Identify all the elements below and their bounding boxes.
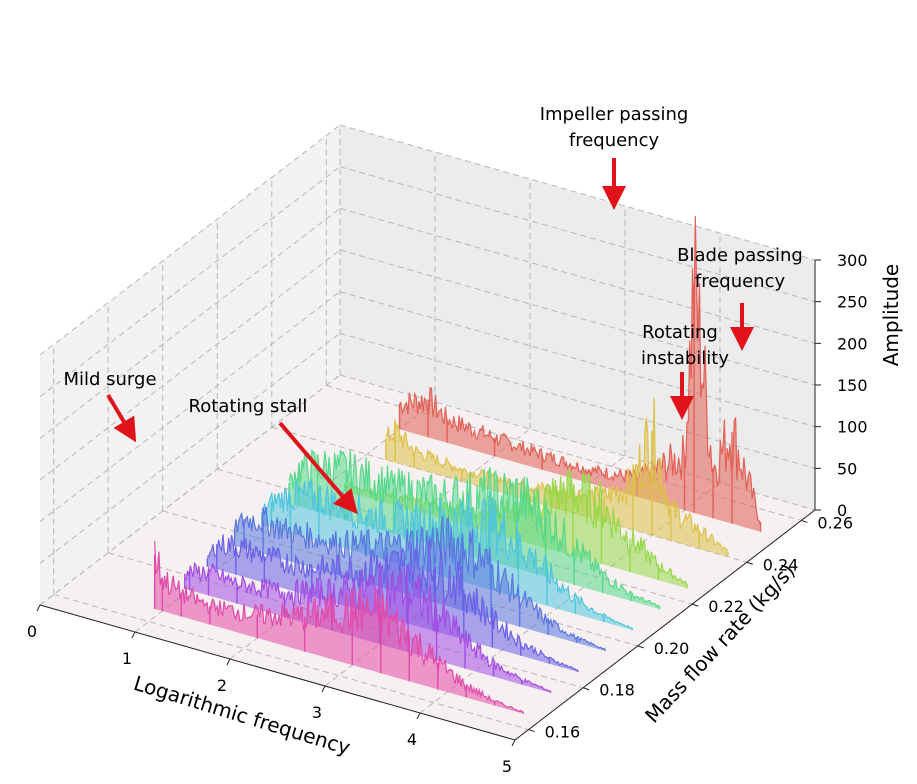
- x-tick-mark: [321, 685, 326, 693]
- z-tick-label: 100: [837, 418, 868, 437]
- grid-line-z: [39, 374, 341, 606]
- x-tick-label: 2: [217, 676, 227, 695]
- annotation-impeller-line2: frequency: [569, 130, 660, 151]
- z-tick-label: 150: [837, 376, 868, 395]
- arrow-rotating-stall: [278, 421, 358, 515]
- annotation-impeller-line1: Impeller passing: [540, 104, 689, 125]
- series-line-7: [385, 397, 729, 552]
- series-line-1: [184, 561, 551, 692]
- grid-line-z: [39, 249, 341, 481]
- x-axis-line: [39, 604, 516, 741]
- series-line-5: [288, 449, 661, 608]
- arrow-mild-surge: [106, 393, 137, 443]
- grid-line-z: [339, 249, 816, 386]
- grid-line-z: [39, 332, 341, 564]
- grid-line-z: [339, 124, 816, 261]
- grid-line-z: [39, 207, 341, 439]
- y-tick-mark: [583, 687, 590, 691]
- grid-line-z: [39, 124, 341, 356]
- x-tick-label: 4: [407, 730, 417, 749]
- x-tick-label: 0: [27, 622, 37, 641]
- grid-line-z: [339, 166, 816, 303]
- left-pane: [40, 125, 340, 605]
- y-tick-label: 0.16: [545, 723, 581, 742]
- annotation-mild-surge: Mild surge: [63, 369, 156, 390]
- annotation-rotating-instability-line2: instability: [641, 348, 729, 369]
- z-tick-label: 300: [837, 251, 868, 270]
- grid-line-y: [53, 594, 529, 731]
- x-tick-mark: [416, 712, 421, 720]
- series-fill-7: [385, 398, 728, 557]
- x-tick-label: 5: [502, 757, 512, 776]
- tick-labels: 0123450.160.180.200.220.240.260501001502…: [27, 251, 868, 776]
- y-tick-mark: [692, 603, 699, 607]
- y-tick-label: 0.18: [599, 681, 635, 700]
- x-tick-mark: [36, 604, 41, 612]
- z-tick-label: 0: [837, 501, 847, 520]
- annotation-blade-passing-line1: Blade passing: [677, 245, 803, 266]
- y-tick-mark: [637, 645, 644, 649]
- y-tick-mark: [746, 561, 753, 565]
- z-tick-label: 250: [837, 293, 868, 312]
- grid-line-z: [39, 291, 341, 523]
- series-line-0: [154, 541, 524, 713]
- annotation-rotating-instability-line1: Rotating: [642, 322, 718, 343]
- z-tick-label: 50: [837, 459, 857, 478]
- y-tick-label: 0.24: [763, 555, 799, 574]
- x-tick-mark: [226, 658, 231, 666]
- series-line-2: [206, 534, 578, 671]
- y-axis-line: [514, 509, 816, 741]
- x-tick-label: 1: [122, 649, 132, 668]
- series-group: [153, 215, 762, 714]
- series-fill-0: [154, 541, 524, 714]
- y-tick-label: 0.26: [817, 514, 853, 533]
- y-tick-label: 0.22: [708, 597, 744, 616]
- x-tick-mark: [511, 739, 516, 747]
- z-tick-label: 200: [837, 334, 868, 353]
- y-tick-mark: [528, 729, 535, 733]
- grid-line-z: [39, 166, 341, 398]
- series-line-8: [399, 215, 762, 526]
- x-tick-label: 3: [312, 703, 322, 722]
- z-axis-label: Amplitude: [879, 264, 903, 367]
- annotation-blade-passing-line2: frequency: [695, 271, 786, 292]
- grid-line-z: [339, 291, 816, 428]
- annotation-rotating-stall: Rotating stall: [189, 396, 308, 417]
- series-line-3: [234, 506, 606, 650]
- y-tick-label: 0.20: [654, 639, 690, 658]
- grid-line-z: [339, 207, 816, 344]
- x-tick-mark: [131, 631, 136, 639]
- y-tick-mark: [801, 519, 808, 523]
